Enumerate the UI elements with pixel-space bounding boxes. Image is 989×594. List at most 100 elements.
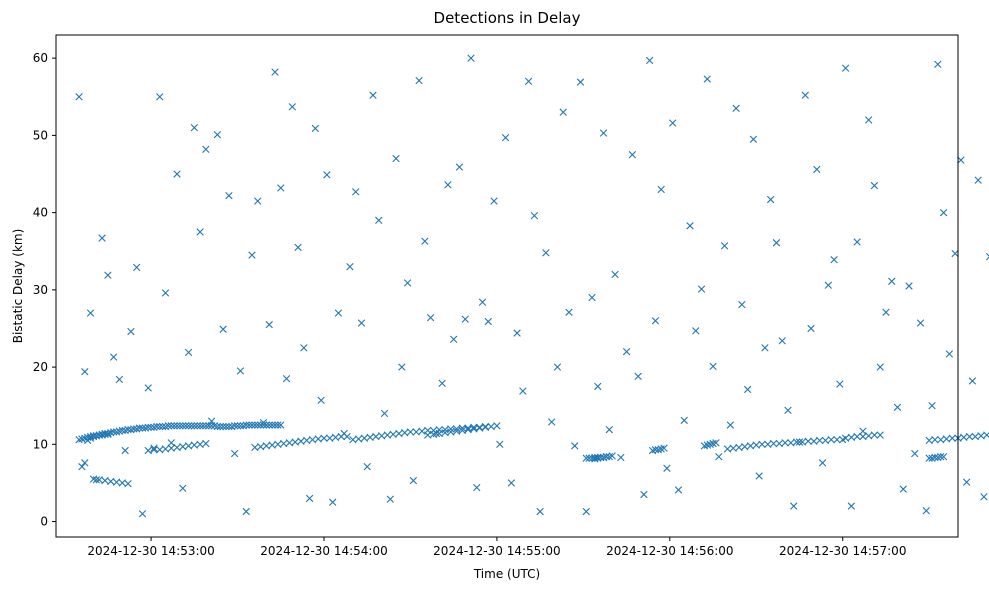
scatter-point bbox=[196, 422, 204, 430]
x-tick-label: 2024-12-30 14:57:00 bbox=[779, 544, 906, 558]
plot-frame bbox=[55, 34, 959, 538]
scatter-point bbox=[346, 263, 354, 271]
scatter-point bbox=[248, 251, 256, 259]
scatter-point bbox=[104, 271, 112, 279]
x-tick-label: 2024-12-30 14:54:00 bbox=[260, 544, 387, 558]
scatter-point bbox=[352, 188, 360, 196]
scatter-point bbox=[386, 495, 394, 503]
scatter-point bbox=[582, 454, 590, 462]
scatter-point bbox=[804, 437, 812, 445]
scatter-point bbox=[222, 422, 230, 431]
scatter-point bbox=[455, 163, 464, 171]
scatter-point bbox=[974, 176, 982, 184]
scatter-point bbox=[156, 422, 164, 431]
scatter-point bbox=[640, 490, 648, 499]
scatter-point bbox=[657, 185, 665, 194]
scatter-point bbox=[115, 375, 124, 384]
scatter-point bbox=[375, 216, 383, 225]
scatter-point bbox=[571, 442, 579, 450]
scatter-point bbox=[939, 208, 948, 217]
scatter-point bbox=[219, 325, 227, 333]
scatter-point bbox=[86, 309, 95, 317]
scatter-point bbox=[738, 300, 746, 309]
scatter-point bbox=[882, 308, 890, 316]
scatter-point bbox=[651, 317, 660, 325]
scatter-point bbox=[170, 422, 178, 430]
scatter-point bbox=[274, 421, 282, 429]
scatter-point bbox=[827, 436, 835, 444]
scatter-point bbox=[265, 421, 273, 429]
scatter-point bbox=[245, 421, 253, 429]
scatter-point bbox=[870, 431, 879, 439]
scatter-point bbox=[444, 181, 452, 189]
scatter-point bbox=[251, 421, 259, 429]
scatter-point bbox=[818, 459, 827, 467]
scatter-point bbox=[934, 60, 942, 69]
scatter-point bbox=[144, 423, 152, 432]
y-axis-label: Bistatic Delay (km) bbox=[11, 229, 25, 344]
scatter-point bbox=[937, 452, 945, 461]
scatter-point bbox=[461, 315, 469, 323]
scatter-point bbox=[124, 480, 132, 488]
scatter-point bbox=[294, 243, 302, 252]
scatter-point bbox=[766, 195, 775, 204]
scatter-point bbox=[847, 502, 856, 510]
scatter-point bbox=[311, 124, 320, 133]
scatter-point bbox=[709, 362, 717, 371]
scatter-point bbox=[164, 422, 173, 430]
scatter-point bbox=[225, 191, 233, 200]
scatter-point bbox=[939, 452, 948, 461]
scatter-point bbox=[622, 347, 631, 356]
scatter-point bbox=[980, 493, 988, 501]
scatter-point bbox=[790, 502, 798, 510]
scatter-point bbox=[271, 68, 279, 76]
scatter-point bbox=[645, 56, 654, 65]
scatter-point bbox=[173, 422, 181, 430]
scatter-point bbox=[905, 282, 913, 290]
scatter-point bbox=[98, 234, 106, 242]
scatter-point bbox=[965, 432, 974, 441]
scatter-point bbox=[674, 486, 683, 494]
scatter-point bbox=[911, 449, 919, 458]
scatter-point bbox=[948, 434, 956, 442]
scatter-point bbox=[259, 421, 268, 429]
scatter-point bbox=[254, 421, 262, 429]
scatter-point bbox=[236, 367, 245, 375]
scatter-point bbox=[357, 319, 366, 327]
scatter-point bbox=[213, 422, 222, 431]
scatter-point bbox=[983, 431, 989, 439]
scatter-point bbox=[473, 483, 481, 492]
scatter-point bbox=[467, 54, 475, 62]
scatter-point bbox=[133, 263, 141, 272]
scatter-point bbox=[207, 417, 216, 425]
scatter-point bbox=[899, 485, 907, 493]
scatter-point bbox=[559, 108, 567, 116]
scatter-point bbox=[196, 228, 204, 236]
scatter-point bbox=[628, 151, 637, 159]
scatter-point bbox=[726, 421, 735, 429]
scatter-point bbox=[438, 379, 446, 387]
scatter-point bbox=[582, 507, 590, 516]
scatter-point bbox=[830, 256, 838, 264]
scatter-point bbox=[150, 444, 158, 452]
scatter-point bbox=[720, 242, 729, 250]
y-axis: 0 10 20 30 40 50 60 bbox=[33, 51, 56, 529]
y-tick-label: 30 bbox=[33, 283, 48, 297]
scatter-point bbox=[104, 430, 112, 438]
scatter-point bbox=[179, 484, 187, 493]
scatter-point bbox=[305, 494, 314, 503]
scatter-point bbox=[156, 93, 164, 101]
scatter-point bbox=[792, 438, 801, 446]
scatter-point bbox=[392, 154, 400, 163]
scatter-point bbox=[271, 421, 279, 429]
scatter-point bbox=[179, 422, 187, 430]
scatter-point bbox=[300, 344, 308, 352]
scatter-point bbox=[268, 421, 276, 429]
scatter-point bbox=[781, 439, 789, 447]
scatter-point bbox=[758, 440, 766, 449]
scatter-point bbox=[524, 77, 533, 86]
scatter-point bbox=[406, 428, 415, 436]
scatter-point bbox=[986, 252, 989, 261]
scatter-point bbox=[447, 425, 455, 433]
